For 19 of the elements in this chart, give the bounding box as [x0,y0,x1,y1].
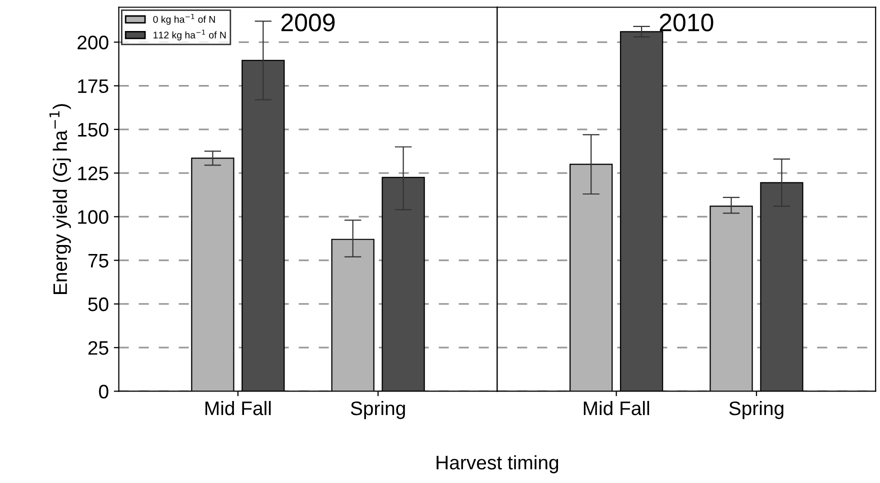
y-tick-label: 150 [78,122,108,137]
y-tick-label: 200 [78,36,108,50]
y-tick-label: 75 [88,254,108,268]
x-axis-title: Harvest timing [436,455,558,474]
chart-title: 2010 [660,14,714,32]
legend-label: 0 kg ha$^{−1}$ of N [153,14,215,25]
x-tick-label: Mid Fall [584,400,650,416]
y-tick-label: 0 [99,384,108,398]
legend-label: 112 kg ha$^{−1}$ of N [154,30,226,40]
x-tick-label: Mid Fall [205,400,271,416]
y-axis-title: Energy yield (Gj ha$^{−1}$) [50,104,71,294]
y-tick-label: 125 [78,166,108,180]
x-tick-label: Spring [729,400,784,420]
y-tick-label: 175 [78,79,108,94]
chart-title: 2009 [281,14,335,32]
x-tick-label: Spring [350,400,405,420]
y-tick-label: 25 [88,341,108,355]
y-tick-label: 50 [88,297,108,312]
y-tick-label: 100 [78,210,108,224]
